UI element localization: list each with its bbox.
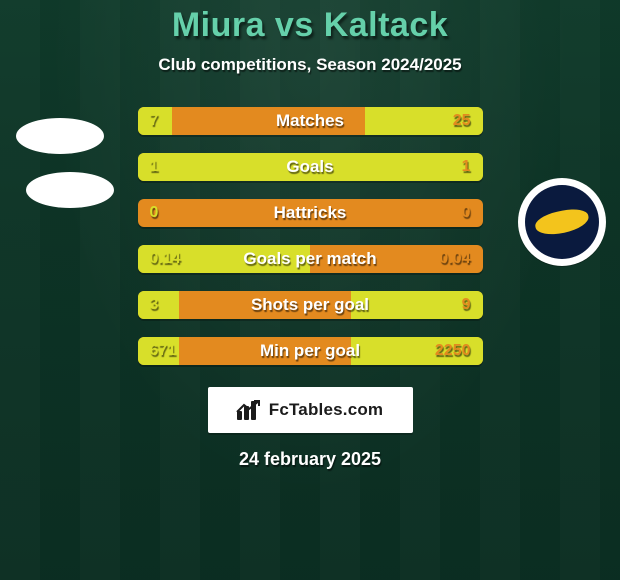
- stat-value-right: 25: [453, 112, 471, 130]
- stat-value-right: 2250: [435, 342, 471, 360]
- team-left-badge-1: [16, 118, 104, 154]
- stat-value-right: 1: [462, 158, 471, 176]
- brand-logo-icon: [237, 400, 261, 420]
- stat-row: 671 2250 Min per goal: [138, 337, 483, 365]
- stat-fill-left: [138, 153, 311, 181]
- stat-value-left: 0.14: [150, 250, 181, 268]
- team-right-badge-inner: [525, 185, 599, 259]
- stat-label: Min per goal: [260, 341, 360, 361]
- stat-value-left: 671: [150, 342, 177, 360]
- stat-label: Matches: [276, 111, 344, 131]
- stat-label: Hattricks: [274, 203, 347, 223]
- stat-label: Goals: [286, 157, 333, 177]
- stat-value-right: 0.04: [439, 250, 470, 268]
- footer-date: 24 february 2025: [239, 449, 381, 470]
- comparison-bars: 7 25 Matches 1 1 Goals 0 0 Hattricks 0.14 0.04 Goal…: [138, 107, 483, 365]
- stat-value-left: 0: [150, 204, 159, 222]
- stat-fill-right: [310, 153, 483, 181]
- brand-label: FcTables.com: [269, 400, 384, 420]
- stat-row: 0.14 0.04 Goals per match: [138, 245, 483, 273]
- stat-row: 1 1 Goals: [138, 153, 483, 181]
- stat-label: Shots per goal: [251, 295, 369, 315]
- stat-value-left: 1: [150, 158, 159, 176]
- stat-value-right: 0: [462, 204, 471, 222]
- team-right-badge: [518, 178, 606, 266]
- stat-row: 7 25 Matches: [138, 107, 483, 135]
- content: Miura vs Kaltack Club competitions, Seas…: [0, 0, 620, 580]
- stat-value-left: 7: [150, 112, 159, 130]
- page-subtitle: Club competitions, Season 2024/2025: [158, 55, 461, 75]
- page-title: Miura vs Kaltack: [172, 6, 448, 45]
- stat-row: 3 9 Shots per goal: [138, 291, 483, 319]
- team-left-badge-2: [26, 172, 114, 208]
- stat-row: 0 0 Hattricks: [138, 199, 483, 227]
- brand-badge: FcTables.com: [208, 387, 413, 433]
- stat-label: Goals per match: [243, 249, 376, 269]
- stat-value-left: 3: [150, 296, 159, 314]
- team-right-badge-wave: [533, 206, 590, 239]
- stat-value-right: 9: [462, 296, 471, 314]
